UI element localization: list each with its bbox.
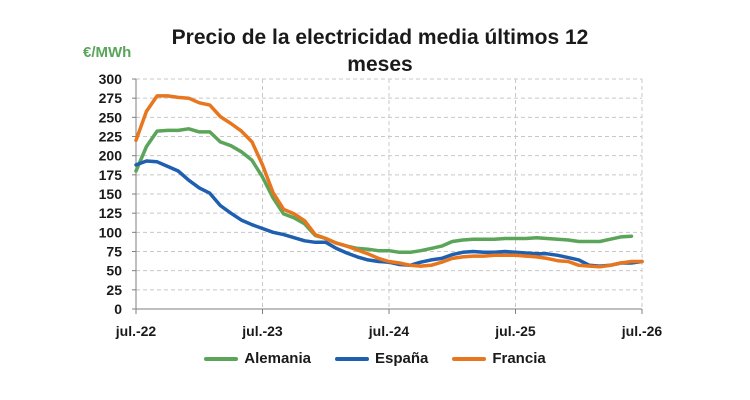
y-tick-label: 75 [106, 244, 122, 260]
x-tick-label: jul.-25 [494, 323, 536, 339]
y-tick-label: 175 [99, 167, 123, 183]
legend-item-alemania: Alemania [204, 350, 311, 367]
y-tick-label: 300 [99, 71, 123, 87]
y-tick-label: 125 [99, 205, 123, 221]
y-tick-label: 150 [99, 186, 123, 202]
x-tick-label: jul.-23 [241, 323, 283, 339]
legend-label-francia: Francia [492, 350, 546, 367]
x-tick-label: jul.-26 [621, 323, 663, 339]
legend-swatch-espana [334, 356, 369, 361]
legend-label-espana: España [374, 350, 429, 367]
x-tick-label: jul.-22 [115, 323, 157, 339]
x-tick-label: jul.-24 [368, 323, 410, 339]
y-tick-label: 25 [106, 282, 122, 298]
chart-title: Precio de la electricidad media últimos … [171, 26, 589, 76]
y-tick-label: 100 [99, 224, 123, 240]
y-tick-label: 275 [99, 90, 123, 106]
series-line-francia [134, 94, 644, 269]
legend-swatch-alemania [204, 356, 239, 361]
legend-item-espana: España [334, 350, 429, 367]
y-tick-label: 225 [99, 129, 123, 145]
legend-label-alemania: Alemania [244, 350, 311, 367]
y-axis-unit-label: €/MWh [83, 44, 132, 61]
chart-legend: Alemania España Francia [0, 350, 750, 367]
y-tick-label: 200 [99, 148, 123, 164]
y-tick-label: 250 [99, 109, 123, 125]
y-tick-label: 0 [114, 301, 122, 317]
legend-swatch-francia [452, 356, 487, 361]
series-line-alemania [134, 127, 634, 255]
y-tick-label: 50 [106, 263, 122, 279]
legend-item-francia: Francia [452, 350, 546, 367]
